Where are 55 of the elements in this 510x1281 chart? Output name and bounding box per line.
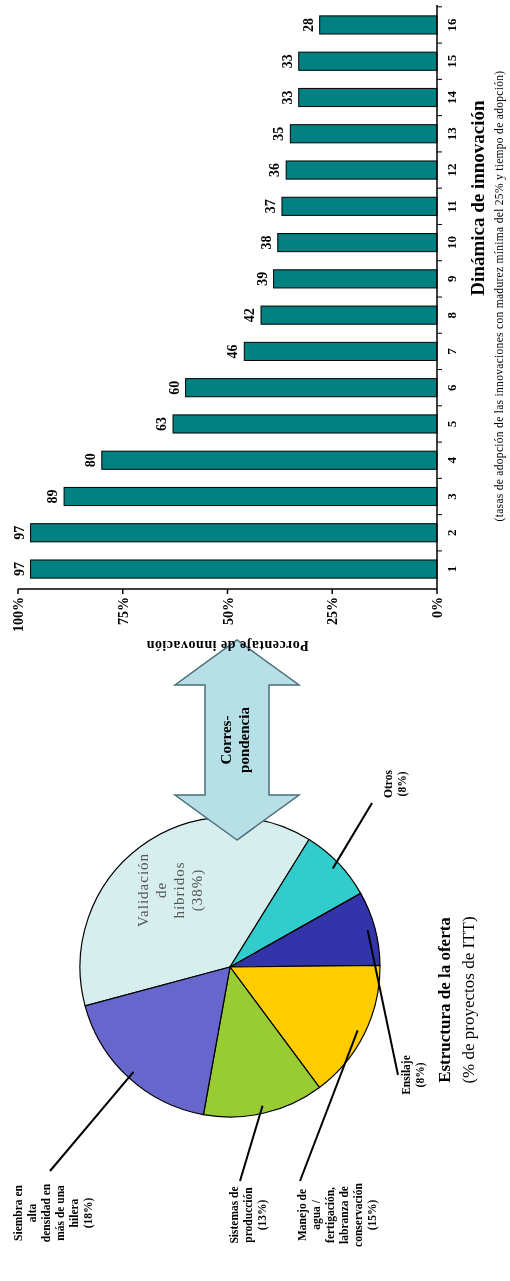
data-label: 42 [242, 308, 258, 323]
data-label: 35 [271, 126, 287, 141]
x-axis-title: Porcentaje de innovación [146, 638, 309, 653]
slice-label: Manejo de agua / fertigación, labranza de conservación [296, 1182, 364, 1247]
y-tick-label: 7 [444, 347, 459, 355]
data-label: 39 [254, 271, 270, 286]
slice-label: Validación de híbridos [135, 852, 187, 928]
text: (tasas de adopción de las innovaciones con madurez mínima del 25% y tiempo de adopción) [493, 70, 506, 522]
y-tick-label: 11 [444, 200, 459, 213]
x-tick-label: 75% [115, 597, 131, 625]
y-tick-label: 9 [444, 275, 459, 283]
text: Corres-pondencia [218, 706, 252, 773]
y-tick-label: 6 [444, 383, 459, 391]
data-label: 33 [279, 90, 295, 105]
y-tick-label: 1 [444, 565, 459, 573]
data-label: 97 [11, 525, 27, 540]
y-tick-label: 13 [444, 126, 459, 141]
y-tick-label: 14 [444, 90, 459, 104]
y-axis-title: Dinámica de innovación [467, 99, 488, 296]
y-tick-label: 16 [444, 17, 459, 32]
data-label: 80 [82, 453, 98, 468]
slice-label: Otros [382, 769, 394, 798]
data-label: (13%) [256, 1199, 269, 1231]
x-tick-label: 100% [11, 597, 26, 632]
x-tick-label: 0% [430, 597, 445, 618]
y-tick-label: 4 [444, 456, 459, 464]
data-label: (15%) [366, 1199, 379, 1231]
data-label: 46 [225, 344, 241, 359]
data-label: 33 [279, 54, 295, 69]
y-tick-label: 12 [444, 163, 459, 177]
y-tick-label: 2 [444, 529, 459, 537]
slice-label: Siembra en alta densidad en más de una hilera [12, 1183, 80, 1243]
data-label: (8%) [396, 771, 409, 797]
data-label: 97 [11, 562, 27, 577]
data-label: 28 [300, 17, 316, 32]
data-label: 38 [258, 235, 274, 250]
text: (% de proyectos de ITT) [459, 916, 478, 1084]
text: Estructura de la oferta [435, 916, 454, 1083]
y-tick-label: 8 [444, 311, 459, 319]
x-tick-label: 25% [325, 597, 341, 625]
data-label: 36 [267, 163, 283, 178]
y-tick-label: 3 [444, 492, 459, 500]
y-tick-label: 10 [444, 236, 459, 250]
data-label: 37 [262, 199, 278, 214]
data-label: (18%) [82, 1197, 95, 1229]
data-label: 89 [45, 489, 61, 504]
y-tick-label: 5 [444, 420, 459, 428]
x-tick-label: 50% [220, 597, 236, 625]
slice-label: Sistemas de producción [228, 1186, 255, 1244]
data-label: (8%) [414, 1062, 427, 1088]
data-label: 60 [166, 380, 182, 395]
data-label: (38%) [189, 868, 206, 912]
y-tick-label: 15 [444, 54, 459, 68]
slice-label: Ensilaje [400, 1055, 413, 1095]
data-label: 63 [154, 416, 170, 431]
